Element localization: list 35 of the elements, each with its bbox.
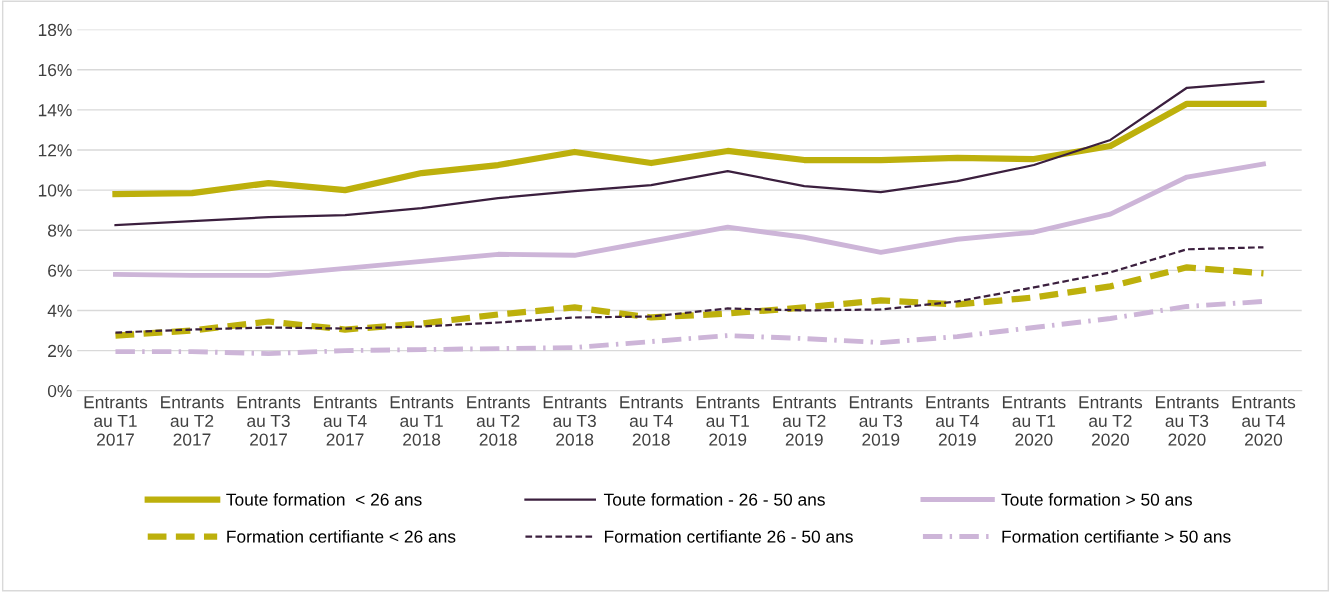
y-tick-label: 12% <box>38 144 72 157</box>
x-tick-label: Entrants au T1 2018 <box>390 396 454 446</box>
x-tick-label: Entrants au T2 2019 <box>773 396 836 446</box>
x-tick-label: Entrants au T4 2019 <box>926 396 990 446</box>
x-tick-label: Entrants au T4 2017 <box>314 396 377 446</box>
x-tick-label: Entrants au T4 2018 <box>620 396 683 446</box>
x-tick-label: Entrants au T3 2019 <box>849 396 913 446</box>
y-tick-label: 14% <box>38 104 72 117</box>
x-tick-label: Entrants au T2 2020 <box>1079 396 1143 446</box>
x-tick-label: Entrants au T3 2020 <box>1156 396 1219 446</box>
x-tick-label: Entrants au T1 2017 <box>84 396 148 446</box>
line-series <box>113 161 1266 278</box>
x-tick-label: Entrants au T2 2017 <box>161 396 224 446</box>
legend-label: Formation certifiante < 26 ans <box>227 530 456 543</box>
x-tick-label: Entrants au T1 2019 <box>696 396 760 446</box>
x-tick-label: Entrants au T4 2020 <box>1232 396 1296 446</box>
legend-label: Toute formation < 26 ans <box>226 493 422 506</box>
y-tick-label: 16% <box>38 63 72 77</box>
x-tick-label: Entrants au T2 2018 <box>467 396 530 446</box>
legend-label: Toute formation > 50 ans <box>1001 493 1192 506</box>
y-tick-label: 18% <box>38 23 72 37</box>
y-tick-label: 6% <box>48 264 72 277</box>
x-tick-label: Entrants au T3 2017 <box>237 396 301 446</box>
y-tick-label: 2% <box>48 344 72 357</box>
line-series <box>114 80 1265 227</box>
legend-label: Toute formation - 26 - 50 ans <box>603 493 825 506</box>
y-tick-label: 10% <box>38 184 72 197</box>
legend-label: Formation certifiante 26 - 50 ans <box>604 530 853 543</box>
x-tick-label: Entrants au T1 2020 <box>1002 396 1066 446</box>
y-tick-label: 4% <box>47 304 72 317</box>
legend-label: Formation certifiante > 50 ans <box>1002 530 1231 543</box>
y-tick-label: 8% <box>48 224 72 237</box>
line-series <box>114 246 1265 334</box>
y-tick-label: 0% <box>47 384 72 398</box>
x-tick-label: Entrants au T3 2018 <box>543 396 607 446</box>
